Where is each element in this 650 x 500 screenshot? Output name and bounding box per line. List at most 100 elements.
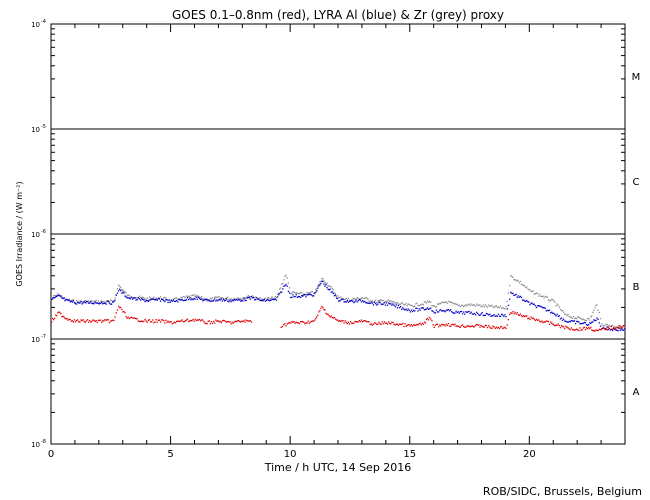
data-point (233, 297, 235, 300)
data-point (402, 302, 404, 304)
data-point (182, 299, 184, 302)
data-point (328, 289, 330, 291)
data-point (261, 300, 263, 302)
data-point (597, 309, 599, 311)
data-point (469, 326, 471, 328)
data-point (227, 320, 229, 323)
data-point (212, 320, 215, 323)
data-point (286, 277, 288, 279)
data-point (329, 285, 331, 287)
data-point (237, 319, 240, 322)
data-point (214, 298, 216, 300)
data-point (451, 301, 453, 304)
x-tick-label: 10 (284, 449, 297, 460)
series-lyra-al (51, 280, 626, 332)
data-point (522, 285, 525, 287)
data-point (427, 319, 430, 321)
data-point (442, 324, 444, 326)
data-point (510, 291, 512, 294)
data-point (366, 297, 368, 299)
data-point (486, 313, 489, 315)
data-point (303, 294, 305, 296)
data-point (92, 302, 94, 304)
data-point (460, 325, 463, 327)
data-point (59, 311, 61, 314)
data-point (431, 310, 433, 312)
data-point (367, 321, 369, 323)
data-point (295, 292, 297, 294)
data-point (235, 320, 238, 323)
data-point (408, 324, 410, 326)
data-point (322, 307, 324, 309)
data-point (93, 300, 95, 302)
data-point (315, 317, 317, 320)
data-point (608, 324, 610, 327)
data-point (127, 316, 129, 318)
data-point (584, 319, 587, 322)
data-point (580, 329, 582, 331)
credit-text: ROB/SIDC, Brussels, Belgium (483, 485, 642, 498)
data-point (136, 299, 138, 301)
data-point (68, 298, 70, 300)
data-point (411, 325, 414, 327)
data-point (525, 315, 527, 317)
data-point (479, 326, 481, 328)
data-point (512, 311, 514, 313)
data-point (285, 274, 287, 276)
data-point (67, 299, 69, 301)
data-point (599, 317, 602, 320)
data-point (485, 324, 488, 327)
data-point (211, 300, 214, 302)
data-point (372, 301, 375, 304)
data-point (531, 317, 533, 319)
data-point (147, 299, 150, 301)
data-point (594, 306, 596, 309)
data-point (551, 322, 553, 324)
data-point (394, 324, 396, 326)
data-point (61, 297, 63, 299)
data-point (595, 319, 597, 322)
data-point (316, 316, 318, 318)
data-point (478, 314, 480, 316)
data-point (120, 289, 122, 292)
data-point (342, 298, 344, 300)
data-point (504, 314, 506, 316)
data-point (414, 305, 416, 307)
data-point (325, 283, 327, 285)
data-point (281, 291, 283, 293)
data-point (120, 286, 122, 289)
data-point (301, 294, 303, 297)
data-point (499, 315, 502, 317)
data-point (504, 308, 506, 310)
data-point (370, 301, 372, 303)
data-point (167, 320, 169, 322)
data-point (474, 305, 477, 307)
data-point (554, 325, 556, 327)
data-point (177, 301, 179, 303)
data-point (360, 301, 363, 303)
data-point (374, 299, 377, 301)
data-point (393, 304, 395, 306)
data-point (552, 323, 554, 325)
data-point (284, 284, 286, 287)
data-point (263, 299, 265, 301)
data-point (554, 301, 556, 303)
data-point (243, 319, 245, 322)
data-point (529, 318, 531, 321)
data-point (345, 301, 347, 303)
data-point (581, 329, 583, 331)
data-point (571, 328, 574, 331)
data-point (147, 300, 150, 303)
data-point (309, 292, 312, 294)
data-point (164, 300, 166, 303)
data-point (533, 303, 535, 305)
data-point (270, 297, 272, 299)
data-point (319, 281, 321, 283)
data-point (90, 301, 92, 303)
data-point (89, 301, 91, 303)
data-point (232, 322, 234, 324)
data-point (280, 326, 282, 329)
data-point (468, 325, 470, 327)
data-point (436, 311, 439, 313)
data-point (515, 313, 517, 315)
